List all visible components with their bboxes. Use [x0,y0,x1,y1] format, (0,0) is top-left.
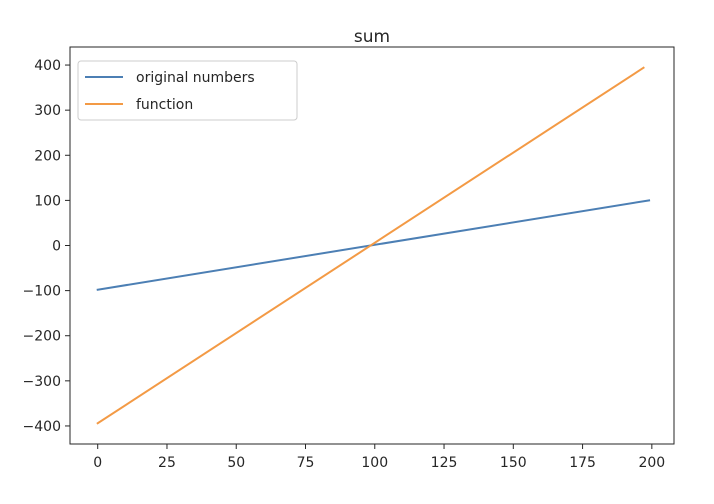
x-axis: 0 25 50 75 100 125 150 175 200 [93,444,665,471]
x-tick-label: 50 [227,455,245,471]
y-tick-label: −400 [23,419,61,435]
y-axis: −400 −300 −200 −100 0 100 200 300 400 [23,58,70,435]
x-tick-label: 75 [297,455,315,471]
legend-label-function: function [136,97,193,113]
series-layer [96,66,651,425]
y-tick-label: 300 [34,103,61,119]
x-tick-label: 25 [158,455,176,471]
x-tick-label: 0 [93,455,102,471]
series-line-original-numbers [96,199,651,291]
series-line-function [96,66,645,425]
x-tick-label: 125 [431,455,458,471]
y-tick-label: −200 [23,329,61,345]
chart-title: sum [354,27,390,47]
y-tick-label: −300 [23,374,61,390]
x-tick-label: 150 [500,455,527,471]
y-tick-label: 0 [52,239,61,255]
legend: original numbers function [77,60,298,121]
x-tick-label: 200 [638,455,665,471]
x-tick-label: 175 [569,455,596,471]
legend-box [77,60,298,121]
y-tick-label: 100 [34,193,61,209]
y-tick-label: 200 [34,148,61,164]
y-tick-label: 400 [34,58,61,74]
legend-label-original-numbers: original numbers [136,70,255,86]
y-tick-label: −100 [23,284,61,300]
x-tick-label: 100 [361,455,388,471]
